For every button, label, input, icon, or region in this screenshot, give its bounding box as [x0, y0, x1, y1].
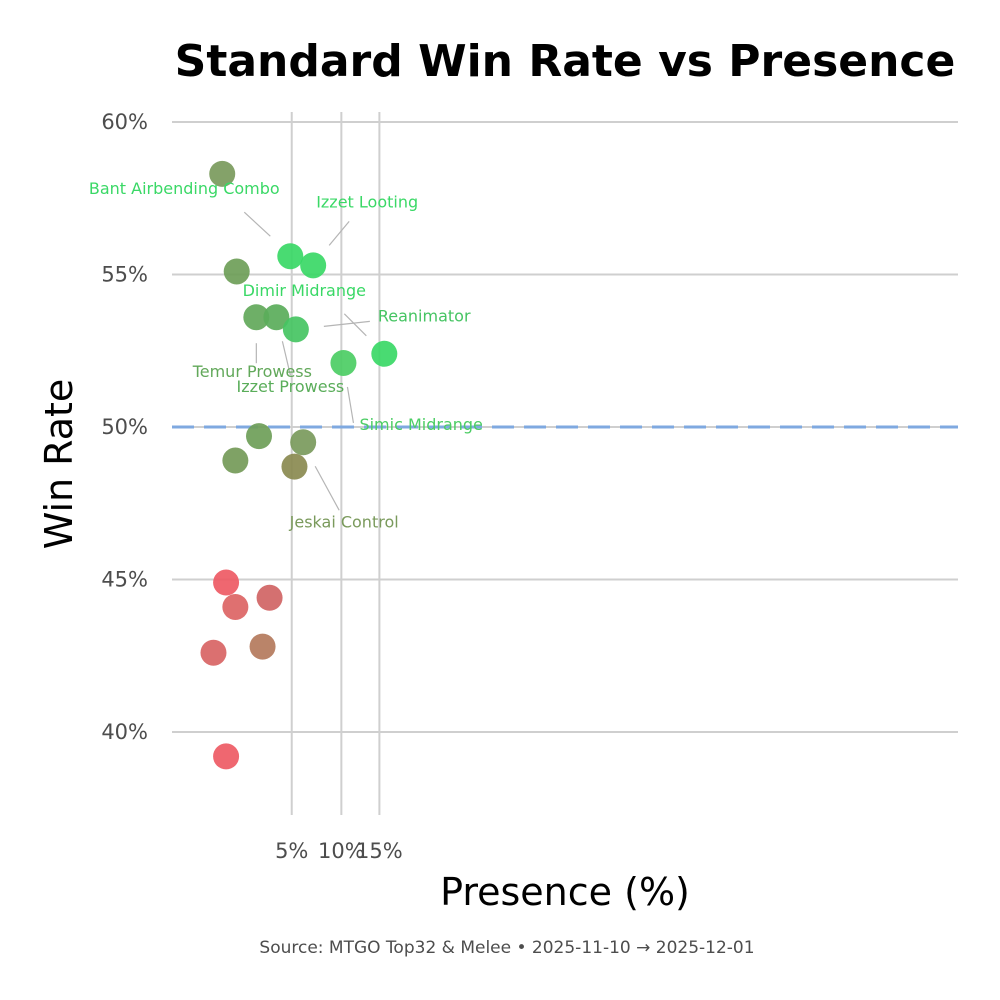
data-point — [213, 743, 240, 770]
data-point — [223, 258, 250, 285]
y-tick-label: 55% — [101, 263, 148, 287]
x-tick-label: 5% — [275, 839, 308, 863]
point-label: Dimir Midrange — [243, 281, 366, 300]
x-axis-label: Presence (%) — [440, 870, 690, 914]
label-leader-line — [346, 386, 355, 424]
y-tick-label: 40% — [101, 720, 148, 744]
data-point — [200, 639, 227, 666]
label-leader-line — [328, 220, 350, 246]
data-point — [300, 252, 327, 279]
point-label: Bant Airbending Combo — [89, 179, 280, 198]
chart-title: Standard Win Rate vs Presence — [175, 36, 956, 87]
annotation-leaders — [243, 211, 370, 511]
data-point — [249, 633, 276, 660]
data-point — [371, 340, 398, 367]
data-point — [263, 304, 290, 331]
data-point — [281, 453, 308, 480]
y-tick-label: 45% — [101, 568, 148, 592]
point-label: Jeskai Control — [289, 512, 399, 531]
label-leader-line — [323, 320, 370, 327]
data-point — [222, 447, 249, 474]
point-label: Izzet Looting — [316, 192, 418, 211]
data-point — [256, 584, 283, 611]
label-leader-line — [243, 211, 271, 237]
source-caption: Source: MTGO Top32 & Melee • 2025-11-10 … — [259, 938, 754, 958]
x-tick-label: 10% — [318, 839, 365, 863]
point-label: Reanimator — [378, 306, 471, 325]
data-point — [246, 423, 273, 450]
data-points — [200, 160, 398, 770]
data-point — [209, 160, 236, 187]
axis-ticks: 40% 45% 50% 55% 60% 5% 10%15% — [101, 110, 402, 863]
data-point — [213, 569, 240, 596]
point-label: Izzet Prowess — [237, 377, 345, 396]
data-point — [243, 304, 270, 331]
data-point — [282, 316, 309, 343]
label-leader-line — [314, 465, 340, 511]
data-point — [290, 429, 317, 456]
data-point — [277, 243, 304, 270]
label-leader-line — [281, 341, 291, 376]
point-label: Temur Prowess — [192, 362, 312, 381]
label-leader-line — [343, 313, 367, 337]
x-tick-label: 15% — [356, 839, 403, 863]
data-point — [330, 349, 357, 376]
point-label: Simic Midrange — [359, 415, 482, 434]
data-point — [222, 593, 249, 620]
y-tick-label: 50% — [101, 415, 148, 439]
y-axis-label: Win Rate — [37, 379, 81, 550]
y-tick-label: 60% — [101, 110, 148, 134]
